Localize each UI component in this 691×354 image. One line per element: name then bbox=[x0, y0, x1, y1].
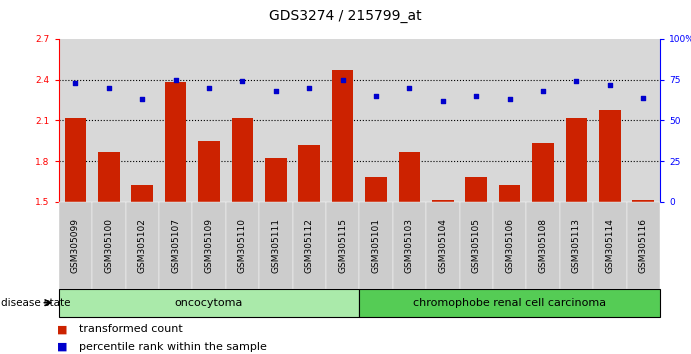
Text: GSM305106: GSM305106 bbox=[505, 218, 514, 273]
Point bbox=[70, 80, 81, 86]
Point bbox=[337, 77, 348, 82]
Text: transformed count: transformed count bbox=[79, 324, 183, 334]
Bar bbox=[98, 152, 120, 202]
Text: GSM305101: GSM305101 bbox=[372, 218, 381, 273]
Bar bbox=[399, 152, 420, 202]
Bar bbox=[499, 185, 520, 202]
Bar bbox=[632, 200, 654, 202]
Text: percentile rank within the sample: percentile rank within the sample bbox=[79, 342, 267, 352]
Text: GSM305099: GSM305099 bbox=[71, 218, 80, 273]
Text: GSM305108: GSM305108 bbox=[538, 218, 547, 273]
Text: disease state: disease state bbox=[1, 298, 71, 308]
Bar bbox=[164, 82, 187, 202]
Bar bbox=[299, 145, 320, 202]
Bar bbox=[365, 177, 387, 202]
Text: GSM305107: GSM305107 bbox=[171, 218, 180, 273]
Text: GSM305103: GSM305103 bbox=[405, 218, 414, 273]
Bar bbox=[532, 143, 554, 202]
Point bbox=[638, 95, 649, 101]
Bar bbox=[131, 185, 153, 202]
Text: GSM305100: GSM305100 bbox=[104, 218, 113, 273]
Point bbox=[103, 85, 114, 91]
Text: GSM305102: GSM305102 bbox=[138, 218, 146, 273]
Text: GDS3274 / 215799_at: GDS3274 / 215799_at bbox=[269, 9, 422, 23]
Text: oncocytoma: oncocytoma bbox=[175, 298, 243, 308]
Point bbox=[437, 98, 448, 104]
Text: GSM305104: GSM305104 bbox=[438, 218, 447, 273]
Point bbox=[270, 88, 281, 94]
Bar bbox=[432, 200, 454, 202]
Text: GSM305109: GSM305109 bbox=[205, 218, 214, 273]
Text: ■: ■ bbox=[57, 342, 68, 352]
Bar bbox=[64, 118, 86, 202]
Point bbox=[203, 85, 214, 91]
Bar bbox=[332, 70, 354, 202]
Point bbox=[604, 82, 615, 87]
Text: chromophobe renal cell carcinoma: chromophobe renal cell carcinoma bbox=[413, 298, 606, 308]
Text: GSM305116: GSM305116 bbox=[638, 218, 647, 273]
Point bbox=[170, 77, 181, 82]
Point bbox=[404, 85, 415, 91]
Bar bbox=[599, 109, 621, 202]
Text: GSM305105: GSM305105 bbox=[472, 218, 481, 273]
Text: GSM305110: GSM305110 bbox=[238, 218, 247, 273]
Point bbox=[137, 96, 148, 102]
Point bbox=[504, 96, 515, 102]
Text: GSM305115: GSM305115 bbox=[338, 218, 347, 273]
Text: GSM305114: GSM305114 bbox=[605, 218, 614, 273]
Point bbox=[571, 79, 582, 84]
Point bbox=[471, 93, 482, 99]
Point bbox=[370, 93, 381, 99]
Point bbox=[538, 88, 549, 94]
Text: GSM305112: GSM305112 bbox=[305, 218, 314, 273]
Bar bbox=[198, 141, 220, 202]
Text: GSM305111: GSM305111 bbox=[272, 218, 281, 273]
Bar bbox=[231, 118, 254, 202]
Point bbox=[237, 79, 248, 84]
Point bbox=[303, 85, 314, 91]
Text: GSM305113: GSM305113 bbox=[572, 218, 581, 273]
Bar bbox=[465, 177, 487, 202]
Bar bbox=[565, 118, 587, 202]
Bar bbox=[265, 158, 287, 202]
Text: ■: ■ bbox=[57, 324, 68, 334]
